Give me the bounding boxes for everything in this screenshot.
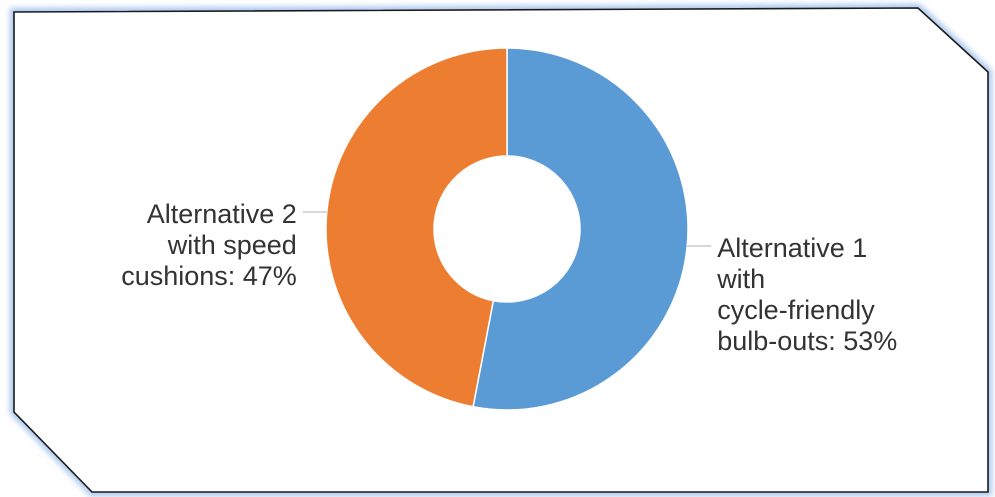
slice-label-2: Alternative 2 with speed cushions: 47% <box>121 199 297 291</box>
pie-slices <box>325 47 689 411</box>
slice-labels: Alternative 1 with cycle-friendly bulb-outs… <box>121 199 897 356</box>
leader-lines <box>302 211 712 247</box>
pie-slice-1[interactable] <box>472 47 689 411</box>
pie-slice-2[interactable] <box>325 47 508 408</box>
frame-border <box>13 7 989 493</box>
slice-label-1: Alternative 1 with cycle-friendly bulb-outs… <box>716 233 897 356</box>
